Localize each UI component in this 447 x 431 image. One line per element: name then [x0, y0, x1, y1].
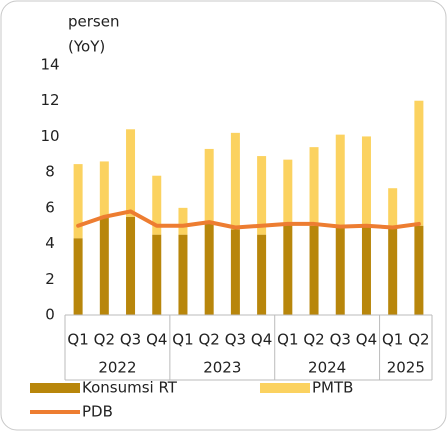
- y-tick-label: 0: [45, 306, 55, 324]
- bar-segment: [204, 222, 214, 315]
- y-tick-label: 14: [40, 56, 59, 74]
- bar-segment: [361, 136, 371, 226]
- bar-segment: [414, 100, 424, 226]
- x-tick-label: Q2: [303, 331, 324, 349]
- bar-segment: [178, 234, 188, 315]
- x-tick-label: Q3: [330, 331, 351, 349]
- y-axis-label: (YoY): [68, 38, 105, 56]
- bar-segment: [126, 129, 136, 217]
- bar-segment: [283, 223, 293, 315]
- bar-segment: [414, 225, 424, 315]
- x-tick-label: Q1: [67, 331, 88, 349]
- bar-segment: [99, 161, 109, 217]
- y-tick-label: 10: [40, 127, 59, 145]
- bar-segment: [388, 188, 398, 228]
- bar-segment: [257, 156, 267, 235]
- x-tick-label: Q4: [146, 331, 167, 349]
- legend-label: PMTB: [312, 379, 353, 397]
- x-group-label: 2024: [308, 359, 346, 377]
- y-axis-label: persen: [68, 13, 119, 31]
- bar-segment: [99, 216, 109, 315]
- y-tick-label: 4: [45, 234, 55, 252]
- legend-label: PDB: [82, 403, 113, 421]
- x-tick-label: Q2: [408, 331, 429, 349]
- y-tick-label: 2: [45, 270, 55, 288]
- bar-segment: [361, 225, 371, 315]
- x-tick-label: Q1: [172, 331, 193, 349]
- x-tick-label: Q2: [94, 331, 115, 349]
- legend-swatch: [260, 383, 310, 393]
- bar-segment: [335, 134, 345, 228]
- bar-segment: [230, 132, 240, 230]
- x-group-label: 2023: [203, 359, 241, 377]
- bar-segment: [257, 234, 267, 315]
- bar-segment: [230, 229, 240, 315]
- bar-segment: [152, 234, 162, 315]
- x-tick-label: Q3: [225, 331, 246, 349]
- bar-segment: [178, 207, 188, 235]
- x-tick-label: Q1: [382, 331, 403, 349]
- y-tick-label: 12: [40, 91, 59, 109]
- legend-swatch: [30, 383, 80, 393]
- line-series: [76, 209, 421, 230]
- x-tick-label: Q1: [277, 331, 298, 349]
- bar-segment: [388, 227, 398, 315]
- x-group-label: 2022: [98, 359, 136, 377]
- bar-segment: [126, 216, 136, 315]
- bar-segment: [152, 175, 162, 235]
- bar-segment: [73, 238, 83, 315]
- x-group-label: 2025: [387, 359, 425, 377]
- bar-segment: [335, 227, 345, 315]
- x-tick-label: Q4: [251, 331, 272, 349]
- bar-segment: [309, 147, 319, 226]
- x-tick-label: Q2: [198, 331, 219, 349]
- x-tick-label: Q3: [120, 331, 141, 349]
- bar-segment: [283, 159, 293, 224]
- legend-label: Konsumsi RT: [82, 379, 178, 397]
- y-tick-label: 6: [45, 198, 55, 216]
- bar-segment: [73, 164, 83, 239]
- x-tick-label: Q4: [356, 331, 377, 349]
- bar-segment: [309, 225, 319, 315]
- bar-segment: [204, 148, 214, 223]
- y-tick-label: 8: [45, 163, 55, 181]
